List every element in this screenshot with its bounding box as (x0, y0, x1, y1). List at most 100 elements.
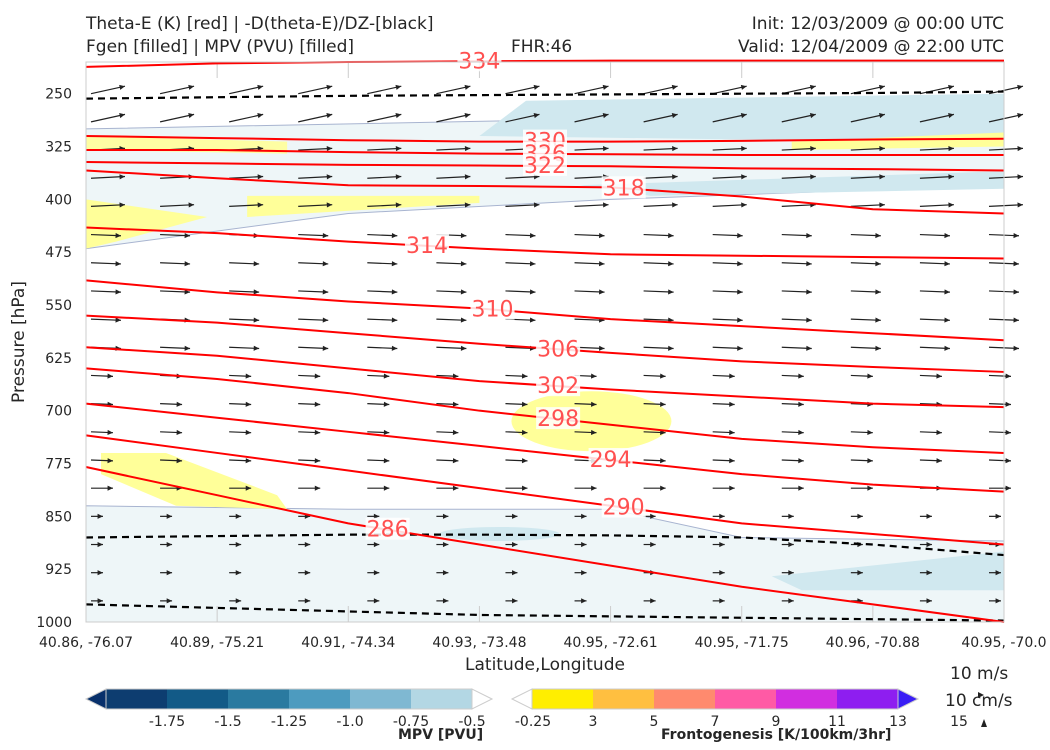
wind-vector-head (464, 146, 471, 152)
wind-vector (505, 85, 540, 95)
wind-vector-head (599, 261, 605, 267)
wind-vector-head (245, 485, 252, 491)
wind-vector-head (529, 317, 536, 323)
wind-vector-head (1013, 232, 1019, 239)
wind-vector-head (119, 84, 125, 90)
y-tick-label: 1000 (36, 615, 72, 631)
wind-vector-head (867, 458, 873, 464)
wind-vector-head (257, 84, 264, 90)
y-tick-label: 550 (45, 298, 72, 314)
y-tick-label: 250 (45, 87, 72, 103)
mpv-colorbar-tick: -0.5 (458, 714, 485, 730)
wind-vector-head (245, 429, 252, 436)
wind-vector-head (671, 113, 678, 119)
wind-vector-head (326, 174, 333, 180)
mpv-colorbar-tick: -1.0 (336, 714, 363, 730)
wind-vector-head (166, 541, 173, 548)
wind-vector (643, 113, 678, 123)
wind-vector-head (944, 261, 950, 267)
wind-vector-head (395, 113, 402, 119)
theta-e-label-bg (457, 49, 502, 72)
wind-vector-head (529, 232, 536, 239)
wind-vector-head (660, 401, 666, 407)
fgen-colorbar-segment (837, 689, 898, 709)
wind-vector-head (257, 113, 264, 119)
wind-vector-head (452, 401, 459, 407)
wind-vector-head (322, 345, 329, 351)
wind-vector-head (373, 513, 380, 519)
wind-vector-head (810, 174, 816, 180)
wind-vector-head (253, 289, 260, 295)
wind-vector-head (245, 401, 252, 407)
theta-e-label: 298 (537, 407, 579, 432)
wind-vector-head (806, 261, 812, 267)
fgen-colorbar-segment (532, 689, 593, 709)
theta-e-label: 302 (537, 374, 579, 399)
wind-vector-head (879, 174, 885, 180)
y-tick-label: 400 (45, 192, 72, 208)
wind-vector-head (944, 289, 950, 295)
wind-vector-head (166, 513, 173, 519)
wind-vector-head (995, 513, 1001, 519)
wind-vector-head (395, 84, 402, 90)
wind-vector-head (729, 373, 735, 379)
wind-vector-head (521, 401, 528, 407)
wind-vector-head (806, 232, 812, 239)
wind-vector-head (668, 345, 674, 351)
wind-vector-head (383, 458, 390, 464)
wind-vector-head (442, 570, 449, 576)
wind-vector (90, 113, 126, 123)
wind-vector-head (857, 513, 863, 519)
wind-vector-head (257, 202, 264, 208)
wind-vector-head (948, 174, 954, 180)
theta-e-label-bg (601, 176, 646, 199)
wind-vector-head (1017, 202, 1023, 208)
wind-vector-head (176, 429, 183, 436)
wind-vector-head (878, 84, 885, 90)
wind-vector-head (391, 345, 398, 351)
wind-vector (367, 85, 402, 95)
wind-vector-head (512, 541, 518, 548)
wind-vector-head (253, 317, 260, 323)
wind-vector (505, 113, 540, 123)
y-tick-label: 700 (45, 404, 72, 420)
wind-vector-head (314, 401, 321, 407)
wind-vector-head (798, 401, 804, 407)
theta-e-contour (85, 402, 1005, 493)
wind-vector-head (1013, 289, 1019, 295)
y-tick-label: 475 (45, 245, 72, 261)
wind-vector-head (788, 513, 794, 519)
wind-vector-head (460, 345, 467, 351)
wind-vector-head (533, 202, 540, 208)
theta-e-contour (85, 59, 1004, 68)
theta-e-label-bg (536, 337, 581, 360)
wind-vector (919, 175, 954, 179)
mpv-colorbar-segment (106, 689, 167, 709)
wind-vector-head (1005, 429, 1011, 436)
theta-e-label-bg (536, 374, 581, 397)
dthetae-dz-contours (85, 90, 1005, 622)
wind-vector-head (788, 570, 794, 576)
wind-vector-head (944, 232, 950, 239)
wind-vector-head (650, 598, 656, 604)
mpv-colorbar-label: MPV [PVU] (398, 727, 484, 743)
wind-vector-head (442, 598, 449, 604)
wind-vector-head (1017, 84, 1023, 90)
wind-vector-head (936, 429, 942, 436)
theta-e-label-bg (601, 495, 646, 518)
mpv-colorbar-extend-left (84, 688, 107, 710)
wind-vector-head (741, 146, 747, 152)
wind-vector-head (188, 202, 195, 208)
wind-vector (90, 85, 126, 95)
x-tick-label: 40.86, -76.07 (39, 635, 133, 651)
wind-vector-head (322, 232, 329, 239)
wind-vector-head (373, 598, 380, 604)
wind-vector-head (719, 541, 725, 548)
wind-vector-head (737, 232, 743, 239)
wind-vector (367, 175, 402, 179)
wind-vector-head (512, 570, 518, 576)
wind-vector (988, 85, 1024, 95)
wind-vector-head (304, 598, 311, 604)
mpv-colorbar-tick: -1.75 (149, 714, 185, 730)
wind-vector-head (464, 202, 471, 208)
